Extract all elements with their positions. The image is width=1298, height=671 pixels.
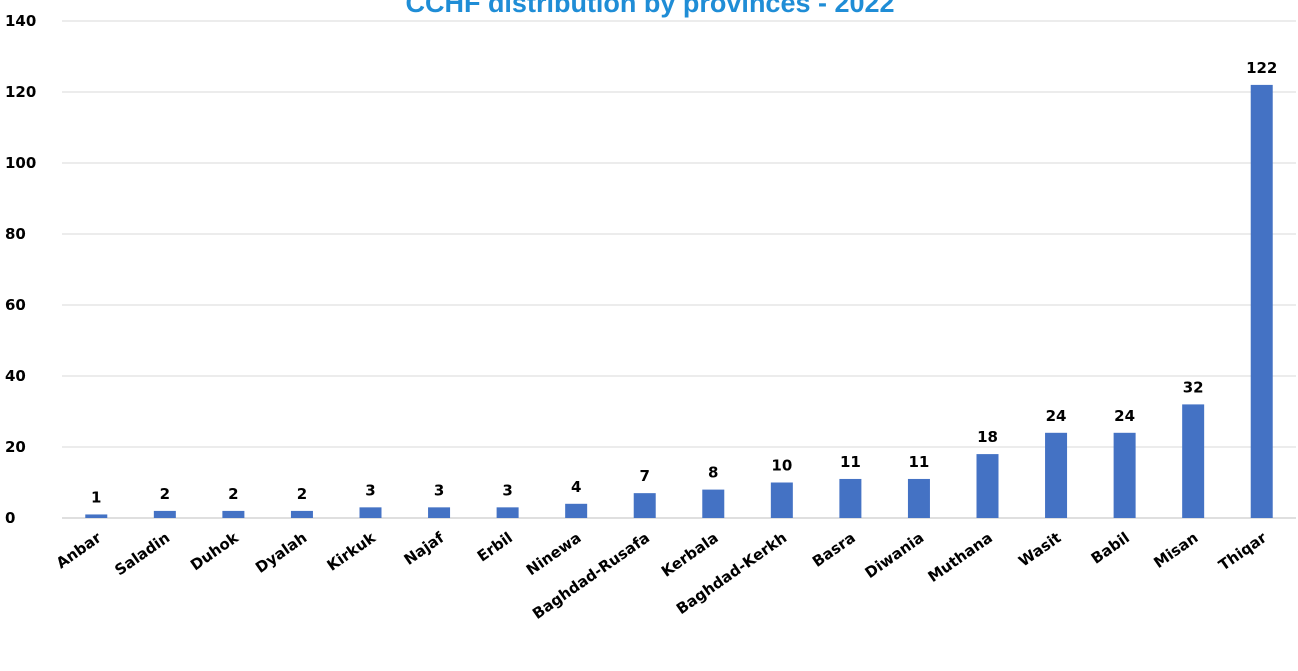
bar-thiqar <box>1250 84 1273 519</box>
bar-duhok <box>222 510 245 518</box>
data-label: 32 <box>1183 378 1204 396</box>
bar-basra <box>839 478 862 518</box>
data-label: 24 <box>1114 407 1135 425</box>
bars <box>85 84 1273 519</box>
bar-baghdad-rusafa <box>633 493 656 518</box>
x-category-label: Thiqar <box>1215 528 1270 574</box>
data-label: 18 <box>977 428 998 446</box>
bar-ninewa <box>565 503 588 518</box>
data-label: 122 <box>1246 59 1277 77</box>
data-label: 7 <box>640 467 650 485</box>
bar-misan <box>1182 404 1205 518</box>
bar-kerbala <box>702 489 725 518</box>
data-label: 3 <box>434 481 444 499</box>
x-category-label: Muthana <box>925 529 996 586</box>
x-category-label: Misan <box>1150 529 1201 572</box>
y-tick-label: 140 <box>5 12 36 30</box>
data-label: 24 <box>1046 407 1067 425</box>
data-label: 3 <box>502 481 512 499</box>
x-axis-categories: Anbar Saladin Duhok Dyalah Kirkuk Najaf Erbil N… <box>53 528 1271 623</box>
y-axis-ticks: 0 20 40 60 80 100 120 140 <box>5 12 36 527</box>
data-label: 8 <box>708 464 718 482</box>
x-category-label: Duhok <box>187 528 242 574</box>
y-tick-label: 60 <box>5 296 26 314</box>
x-category-label: Babil <box>1088 529 1133 568</box>
data-label: 4 <box>571 478 581 496</box>
data-label: 1 <box>91 488 101 506</box>
bar-erbil <box>496 507 519 518</box>
bar-diwania <box>907 478 930 518</box>
data-label: 11 <box>840 453 861 471</box>
bar-anbar <box>85 514 108 518</box>
bar-dyalah <box>290 510 313 518</box>
x-category-label: Baghdad-Rusafa <box>529 529 653 623</box>
y-tick-label: 100 <box>5 154 36 172</box>
y-tick-label: 40 <box>5 367 26 385</box>
data-label: 11 <box>909 453 930 471</box>
data-label: 10 <box>771 457 792 475</box>
x-category-label: Erbil <box>474 529 516 566</box>
x-category-label: Ninewa <box>523 529 585 580</box>
bar-najaf <box>428 507 451 518</box>
x-category-label: Anbar <box>53 528 105 572</box>
y-tick-label: 0 <box>5 509 15 527</box>
data-label: 2 <box>160 485 170 503</box>
y-tick-label: 120 <box>5 83 36 101</box>
chart-title: CCHF distribution by provinces - 2022 <box>405 0 894 18</box>
bar-babil <box>1113 432 1136 518</box>
x-category-label: Kirkuk <box>324 528 380 575</box>
x-category-label: Saladin <box>111 529 173 580</box>
x-category-label: Najaf <box>401 528 448 569</box>
y-tick-label: 20 <box>5 438 26 456</box>
gridlines <box>62 20 1296 519</box>
x-category-label: Wasit <box>1015 529 1064 571</box>
x-category-label: Diwania <box>862 529 928 582</box>
data-label: 2 <box>228 485 238 503</box>
x-category-label: Basra <box>809 529 859 571</box>
bar-muthana <box>976 454 999 518</box>
bar-kirkuk <box>359 507 382 518</box>
x-category-label: Kerbala <box>658 529 722 581</box>
data-label: 3 <box>365 481 375 499</box>
x-category-label: Dyalah <box>252 529 310 577</box>
bar-baghdad-kerkh <box>770 482 793 518</box>
data-label: 2 <box>297 485 307 503</box>
bar-wasit <box>1045 432 1068 518</box>
y-tick-label: 80 <box>5 225 26 243</box>
bar-saladin <box>153 510 176 518</box>
